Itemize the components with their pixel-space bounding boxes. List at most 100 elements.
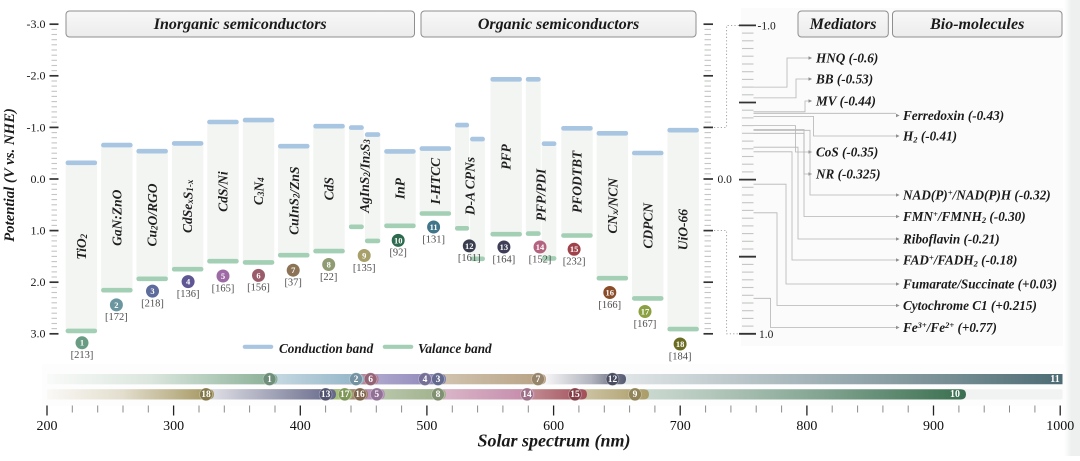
svg-text:9: 9 [633,390,638,400]
svg-text:3: 3 [436,375,441,385]
svg-text:Solar spectrum (nm): Solar spectrum (nm) [477,431,630,452]
svg-text:[172]: [172] [105,312,128,323]
svg-text:16: 16 [606,287,615,297]
svg-text:D-A CPNs: D-A CPNs [462,157,477,216]
svg-text:[92]: [92] [389,248,407,259]
svg-text:4: 4 [423,375,428,385]
svg-text:7: 7 [536,375,541,385]
svg-text:700: 700 [670,419,691,434]
svg-text:17: 17 [340,390,350,400]
svg-text:2.0: 2.0 [31,275,46,289]
svg-text:16: 16 [355,390,365,400]
svg-text:3.0: 3.0 [31,327,46,341]
svg-text:[161]: [161] [458,253,481,264]
svg-text:1: 1 [267,375,272,385]
svg-text:Cu2O/RGO: Cu2O/RGO [145,183,160,246]
svg-text:PFODTBT: PFODTBT [570,150,585,213]
svg-text:[166]: [166] [598,300,621,311]
svg-text:-1.0: -1.0 [27,120,46,134]
svg-text:17: 17 [641,306,650,316]
svg-text:CdS: CdS [322,177,337,200]
svg-text:800: 800 [796,419,817,434]
svg-text:[218]: [218] [141,298,164,309]
svg-text:900: 900 [923,419,944,434]
svg-text:Ferredoxin (-0.43): Ferredoxin (-0.43) [902,108,1004,123]
svg-text:AgInS2/In2S3: AgInS2/In2S3 [357,139,372,214]
svg-text:6: 6 [368,375,373,385]
svg-text:BB (-0.53): BB (-0.53) [815,72,873,87]
svg-text:200: 200 [37,419,58,434]
svg-text:[213]: [213] [71,350,94,361]
svg-text:18: 18 [201,390,211,400]
svg-text:MV (-0.44): MV (-0.44) [815,94,876,109]
svg-text:2: 2 [114,300,118,310]
svg-text:CdS/Ni: CdS/Ni [215,171,230,212]
svg-text:Valance band: Valance band [418,341,492,356]
svg-text:CdSexS1-x: CdSexS1-x [180,179,195,233]
svg-text:Fumarate/Succinate (+0.03): Fumarate/Succinate (+0.03) [902,277,1057,292]
svg-text:15: 15 [570,244,579,254]
svg-text:Inorganic semiconductors: Inorganic semiconductors [153,16,327,33]
svg-text:0.0: 0.0 [718,174,733,186]
svg-text:Cytochrome C1 (+0.215): Cytochrome C1 (+0.215) [903,298,1037,313]
svg-text:PFP/PDI: PFP/PDI [534,168,549,221]
svg-text:[165]: [165] [212,283,235,294]
svg-text:6: 6 [256,270,260,280]
svg-text:10: 10 [950,389,960,400]
svg-text:300: 300 [163,419,184,434]
svg-text:8: 8 [327,259,331,269]
svg-text:InP: InP [392,177,407,200]
svg-text:5: 5 [221,271,225,281]
svg-text:GaN:ZnO: GaN:ZnO [109,189,124,245]
svg-text:Potential (V vs. NHE): Potential (V vs. NHE) [2,108,18,242]
svg-text:C3N4: C3N4 [251,177,266,205]
svg-text:CDPCN: CDPCN [640,202,655,249]
svg-text:TiO2: TiO2 [74,233,89,259]
svg-text:7: 7 [291,265,296,275]
svg-text:-3.0: -3.0 [27,17,46,31]
svg-text:11: 11 [1050,374,1059,385]
svg-text:14: 14 [522,390,532,400]
svg-text:4: 4 [186,277,191,287]
svg-text:PFP: PFP [499,143,514,169]
svg-text:1.0: 1.0 [759,329,774,341]
svg-text:9: 9 [362,250,366,260]
svg-text:H2​ (-0.41): H2​ (-0.41) [902,129,957,145]
svg-text:0.0: 0.0 [31,172,46,186]
svg-text:Riboflavin (-0.21): Riboflavin (-0.21) [902,232,1000,247]
svg-text:500: 500 [416,419,437,434]
svg-text:[164]: [164] [493,254,516,265]
svg-text:I-HTCC: I-HTCC [428,157,443,206]
svg-text:18: 18 [676,339,685,349]
svg-text:Conduction band: Conduction band [279,341,374,356]
svg-text:[37]: [37] [284,278,302,289]
svg-text:[136]: [136] [177,289,200,300]
svg-text:Organic semiconductors: Organic semiconductors [478,16,639,33]
svg-text:-1.0: -1.0 [758,20,776,32]
svg-text:15: 15 [570,390,580,400]
svg-text:HNQ (-0.6): HNQ (-0.6) [815,51,878,66]
svg-text:[232]: [232] [563,257,586,268]
svg-text:CoS (-0.35): CoS (-0.35) [816,145,878,160]
svg-text:Bio-molecules: Bio-molecules [929,16,1024,33]
svg-text:[184]: [184] [669,351,692,362]
svg-text:13: 13 [500,242,509,252]
svg-text:[152]: [152] [529,254,552,265]
svg-text:5: 5 [374,390,379,400]
svg-text:FMN+​/FMNH2​ (-0.30): FMN+​/FMNH2​ (-0.30) [902,209,1026,225]
svg-text:CuInS2/ZnS: CuInS2/ZnS [286,167,301,235]
svg-text:1.0: 1.0 [31,224,46,238]
svg-text:1: 1 [80,338,84,348]
svg-text:10: 10 [394,235,403,245]
svg-text:FAD+​/FADH2​ (-0.18): FAD+​/FADH2​ (-0.18) [902,253,1017,269]
svg-text:2: 2 [354,375,359,385]
svg-text:8: 8 [436,390,441,400]
svg-text:11: 11 [430,222,438,232]
svg-text:[131]: [131] [422,234,445,245]
svg-text:14: 14 [536,242,545,252]
svg-text:Mediators: Mediators [809,16,877,33]
svg-text:13: 13 [321,390,331,400]
svg-text:UiO-66: UiO-66 [676,209,691,250]
svg-text:NR (-0.325): NR (-0.325) [815,167,880,182]
svg-text:400: 400 [290,419,311,434]
